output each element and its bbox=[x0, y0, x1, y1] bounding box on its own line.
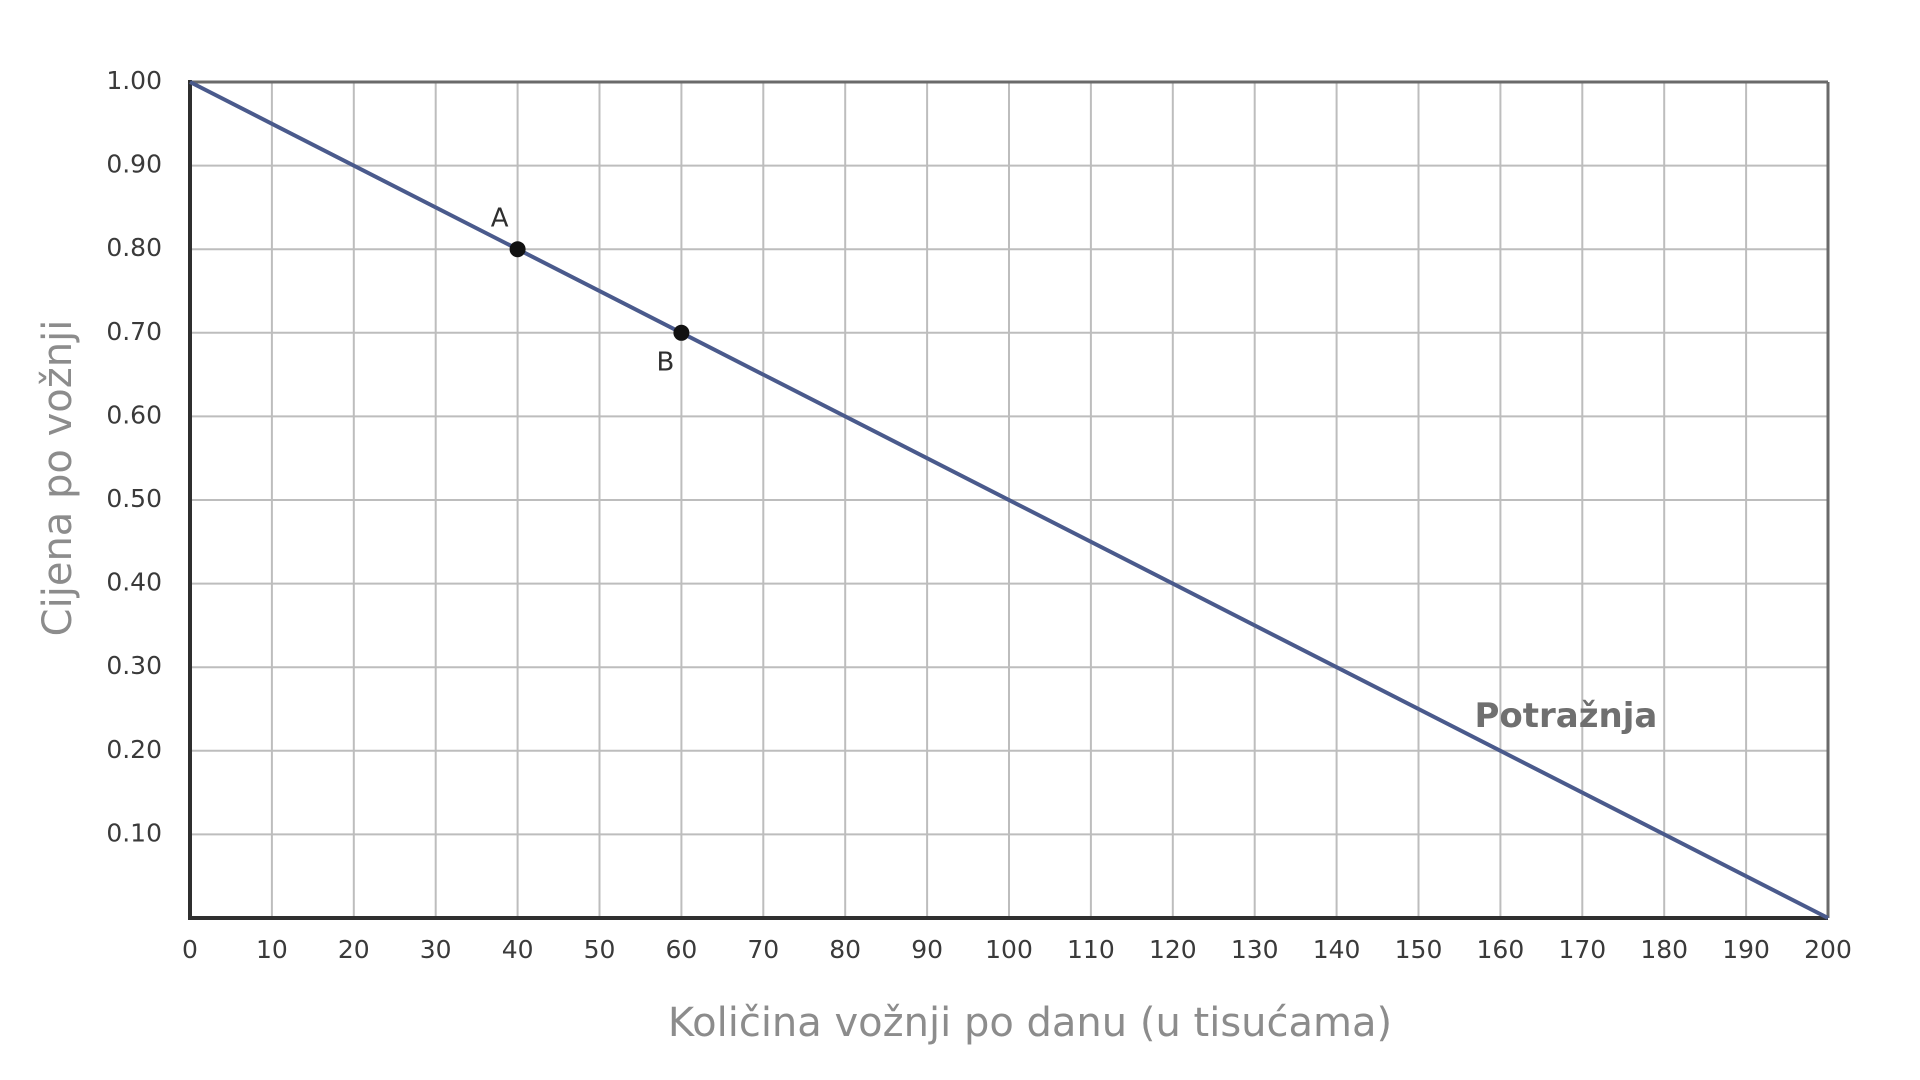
y-tick-label: 0.60 bbox=[106, 400, 162, 429]
series-line-demand bbox=[189, 80, 1829, 920]
y-tick-label: 0.50 bbox=[106, 484, 162, 513]
x-tick-label: 200 bbox=[1804, 935, 1852, 964]
x-tick-labels: 0 10 20 30 40 50 60 70 80 90 100 110 120 130 140 150 160… bbox=[182, 935, 1852, 964]
x-tick-label: 20 bbox=[338, 935, 370, 964]
points-layer: AB bbox=[491, 204, 690, 377]
x-tick-label: 180 bbox=[1640, 935, 1688, 964]
y-tick-label: 0.10 bbox=[106, 818, 162, 847]
y-tick-label: 0.30 bbox=[106, 651, 162, 680]
x-axis-title: Količina vožnji po danu (u tisućama) bbox=[668, 1000, 1392, 1046]
point-label-a: A bbox=[491, 204, 509, 234]
x-tick-label: 40 bbox=[502, 935, 534, 964]
x-tick-label: 10 bbox=[256, 935, 288, 964]
y-axis-title: Cijena po vožnji bbox=[35, 320, 81, 637]
plot-frame bbox=[188, 80, 1830, 920]
x-tick-label: 80 bbox=[829, 935, 861, 964]
x-tick-label: 120 bbox=[1149, 935, 1197, 964]
x-tick-label: 140 bbox=[1313, 935, 1361, 964]
y-tick-label: 0.90 bbox=[106, 150, 162, 179]
y-tick-label: 0.70 bbox=[106, 317, 162, 346]
x-tick-label: 70 bbox=[747, 935, 779, 964]
x-tick-label: 0 bbox=[182, 935, 198, 964]
x-tick-label: 90 bbox=[911, 935, 943, 964]
y-tick-label: 0.80 bbox=[106, 233, 162, 262]
x-tick-label: 110 bbox=[1067, 935, 1115, 964]
x-tick-label: 100 bbox=[985, 935, 1033, 964]
x-tick-label: 170 bbox=[1558, 935, 1606, 964]
y-tick-label: 0.20 bbox=[106, 735, 162, 764]
x-tick-label: 160 bbox=[1477, 935, 1525, 964]
grid bbox=[190, 82, 1828, 918]
y-tick-labels: 0.10 0.20 0.30 0.40 0.50 0.60 0.70 0.80 0.90 1.00 bbox=[106, 66, 162, 847]
x-tick-label: 130 bbox=[1231, 935, 1279, 964]
x-tick-label: 190 bbox=[1722, 935, 1770, 964]
x-tick-label: 150 bbox=[1395, 935, 1443, 964]
point-a bbox=[509, 241, 526, 258]
series-layer: Potražnja bbox=[189, 80, 1829, 920]
series-label-demand: Potražnja bbox=[1474, 696, 1657, 736]
x-tick-label: 30 bbox=[420, 935, 452, 964]
point-b bbox=[673, 324, 690, 341]
y-tick-label: 1.00 bbox=[106, 66, 162, 95]
point-label-b: B bbox=[656, 347, 674, 377]
x-tick-label: 50 bbox=[584, 935, 616, 964]
x-tick-label: 60 bbox=[665, 935, 697, 964]
y-tick-label: 0.40 bbox=[106, 568, 162, 597]
